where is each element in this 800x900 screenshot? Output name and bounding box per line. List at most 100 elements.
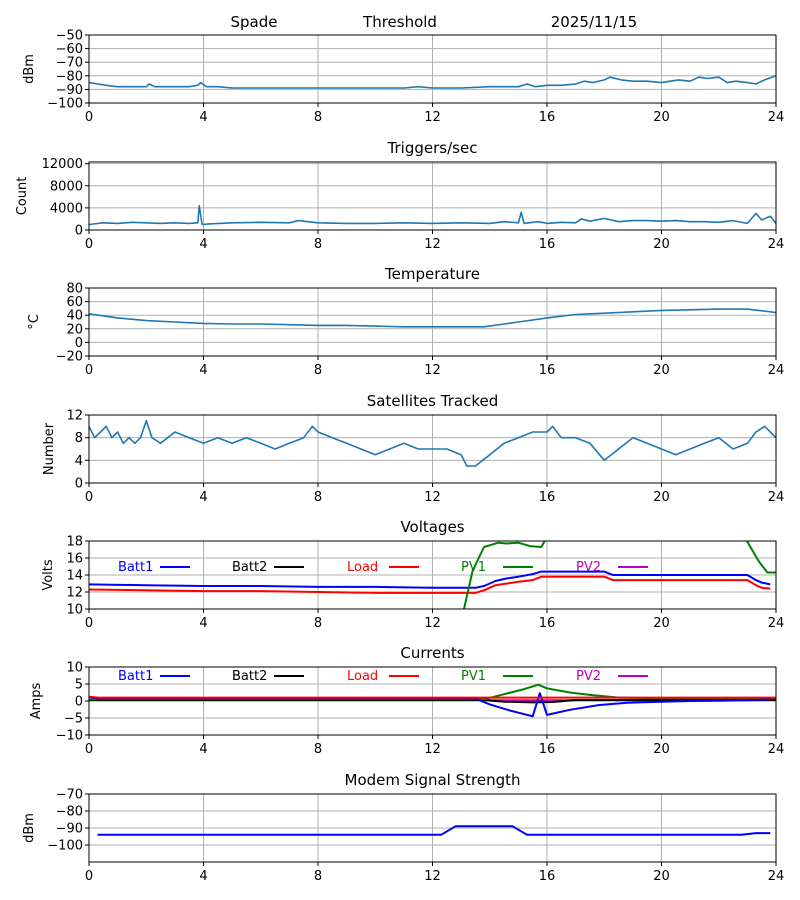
y-tick-label: 0 — [75, 477, 83, 492]
legend-label-pv2: PV2 — [576, 560, 601, 575]
x-tick-label: 4 — [199, 490, 207, 505]
axes-frame — [88, 287, 777, 357]
y-tick-label: 12 — [66, 409, 83, 424]
y-tick-label: 60 — [66, 295, 83, 310]
axes-frame — [88, 793, 777, 863]
y-tick-label: 0 — [75, 224, 83, 239]
x-tick-label: 12 — [424, 869, 441, 884]
series-group — [89, 308, 776, 328]
x-tick-label: 12 — [424, 616, 441, 631]
y-tick-label: 4 — [75, 454, 83, 469]
panel-title: Currents — [400, 644, 464, 662]
y-axis-label: °C — [27, 314, 42, 330]
series-group — [89, 683, 776, 718]
panel-voltages: 0 4 8 12 16 20 24 10 12 14 16 18 Voltages Volts Batt1 B… — [41, 518, 784, 631]
x-tick-label: 24 — [768, 742, 785, 757]
series-group — [89, 75, 776, 89]
header-station: Spade — [231, 13, 278, 31]
y-tick-label: −90 — [56, 822, 83, 837]
panel-title: Satellites Tracked — [367, 392, 498, 410]
y-tick-label: −20 — [56, 350, 83, 365]
x-tick-label: 16 — [539, 363, 556, 378]
y-tick-label: 16 — [66, 552, 83, 567]
legend-label-load: Load — [347, 669, 378, 684]
y-tick-label: 8000 — [50, 179, 83, 194]
x-tick-label: 12 — [424, 742, 441, 757]
x-tick-label: 4 — [199, 616, 207, 631]
panel-title: Temperature — [384, 265, 480, 283]
series-line-triggers — [89, 204, 776, 226]
x-tick-label: 0 — [85, 742, 93, 757]
x-tick-label: 4 — [199, 237, 207, 252]
x-tick-label: 12 — [424, 490, 441, 505]
y-tick-label: 8 — [75, 431, 83, 446]
series-line-modem — [97, 825, 771, 836]
x-tick-label: 24 — [768, 869, 785, 884]
y-tick-label: 0 — [75, 336, 83, 351]
x-tick-label: 20 — [653, 490, 670, 505]
x-tick-label: 4 — [199, 363, 207, 378]
x-tick-label: 8 — [314, 616, 322, 631]
panel-modem: 0 4 8 12 16 20 24 −100 −90 −80 −70 Modem Signal Str… — [22, 771, 784, 884]
x-tick-label: 4 — [199, 110, 207, 125]
x-tick-label: 8 — [314, 363, 322, 378]
y-tick-label: −5 — [64, 712, 83, 727]
x-tick-label: 16 — [539, 490, 556, 505]
panel-title: Triggers/sec — [387, 139, 478, 157]
y-axis-label: dBm — [22, 54, 37, 84]
x-tick-label: 20 — [653, 616, 670, 631]
x-tick-label: 16 — [539, 869, 556, 884]
series-line-satellites — [89, 419, 776, 467]
x-tick-label: 12 — [424, 237, 441, 252]
x-tick-label: 0 — [85, 616, 93, 631]
axes-frame — [88, 540, 777, 610]
y-tick-label: 80 — [66, 282, 83, 297]
y-axis-label: Number — [42, 422, 57, 475]
legend-label-batt2: Batt2 — [232, 669, 267, 684]
x-tick-label: 0 — [85, 237, 93, 252]
series-group — [97, 825, 771, 836]
legend-label-pv1: PV1 — [461, 669, 486, 684]
series-line-rssi — [89, 75, 776, 89]
y-tick-label: 4000 — [50, 201, 83, 216]
series-group — [89, 419, 776, 467]
x-tick-label: 16 — [539, 742, 556, 757]
y-tick-label: 10 — [66, 603, 83, 618]
y-tick-label: −90 — [56, 83, 83, 98]
legend-label-pv2: PV2 — [576, 669, 601, 684]
x-tick-label: 20 — [653, 110, 670, 125]
x-tick-label: 0 — [85, 363, 93, 378]
x-tick-label: 20 — [653, 363, 670, 378]
series-line-pv1 — [463, 541, 776, 609]
axes-frame — [88, 414, 777, 484]
x-tick-label: 24 — [768, 616, 785, 631]
y-tick-label: −10 — [56, 729, 83, 744]
legend-label-batt1: Batt1 — [118, 669, 153, 684]
y-tick-label: 10 — [66, 661, 83, 676]
y-tick-label: −70 — [56, 56, 83, 71]
panel-title: Modem Signal Strength — [345, 771, 521, 789]
axes-frame — [88, 34, 777, 104]
legend-label-batt1: Batt1 — [118, 560, 153, 575]
x-tick-label: 8 — [314, 869, 322, 884]
x-tick-label: 0 — [85, 490, 93, 505]
legend-label-load: Load — [347, 560, 378, 575]
series-group — [89, 204, 776, 226]
x-tick-label: 4 — [199, 742, 207, 757]
series-line-batt1 — [89, 570, 771, 589]
x-tick-label: 8 — [314, 237, 322, 252]
x-tick-label: 20 — [653, 742, 670, 757]
x-tick-label: 8 — [314, 490, 322, 505]
y-tick-label: −80 — [56, 69, 83, 84]
panel-satellites: 0 4 8 12 16 20 24 0 4 8 12 Satellites Tracked Number — [42, 392, 784, 505]
header-mode: Threshold — [362, 13, 437, 31]
x-tick-label: 16 — [539, 616, 556, 631]
x-tick-label: 8 — [314, 742, 322, 757]
series-line-batt1 — [89, 692, 771, 718]
axes-frame — [88, 161, 777, 231]
axes-frame — [88, 666, 777, 736]
y-tick-label: 14 — [66, 569, 83, 584]
